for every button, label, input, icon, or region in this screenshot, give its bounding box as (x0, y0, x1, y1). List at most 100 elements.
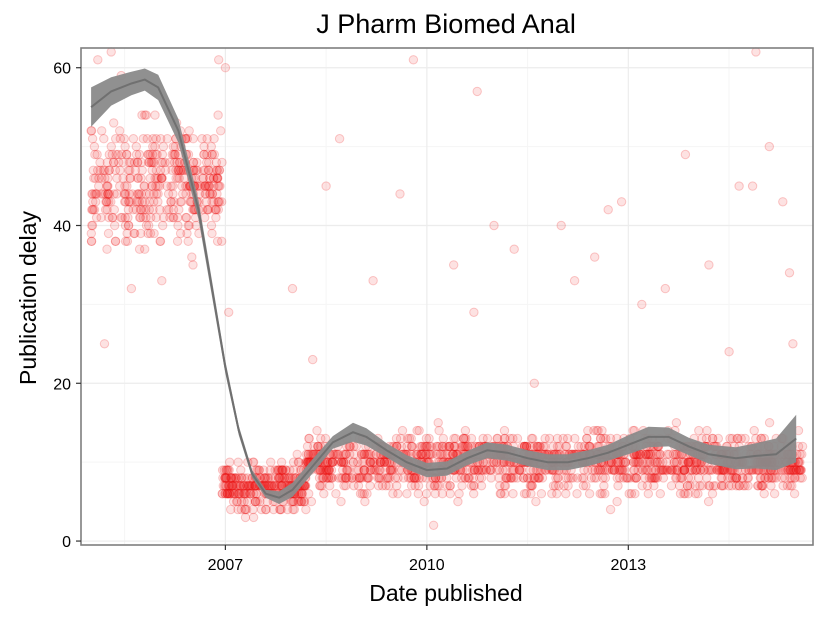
scatter-point (297, 496, 307, 507)
scatter-point (321, 473, 332, 483)
scatter-point (170, 149, 180, 160)
scatter-point (294, 496, 304, 507)
scatter-point (136, 157, 147, 168)
scatter-point (321, 181, 331, 191)
scatter-point (637, 481, 647, 491)
scatter-point (382, 473, 393, 483)
scatter-point (130, 165, 141, 176)
scatter-point (109, 205, 120, 215)
scatter-point (336, 496, 346, 507)
scatter-point (757, 481, 768, 491)
scatter-point (790, 473, 800, 483)
scatter-point (205, 173, 215, 183)
scatter-point (199, 141, 209, 152)
scatter-point (707, 489, 718, 499)
scatter-point (535, 441, 545, 452)
scatter-point (758, 481, 768, 491)
scatter-point (144, 220, 154, 231)
scatter-point (651, 449, 662, 459)
scatter-point (466, 481, 477, 491)
scatter-point (583, 425, 593, 436)
scatter-point (168, 141, 179, 152)
scatter-point (403, 473, 414, 483)
scatter-point (650, 465, 660, 475)
scatter-point (386, 465, 396, 475)
scatter-point (222, 489, 233, 499)
scatter-point (89, 173, 99, 183)
scatter-point (522, 473, 533, 483)
scatter-point (595, 433, 606, 444)
scatter-point (188, 134, 198, 144)
scatter-point (508, 465, 518, 475)
scatter-point (731, 473, 741, 483)
scatter-point (445, 489, 455, 499)
scatter-point (274, 473, 284, 483)
scatter-point (205, 189, 215, 199)
scatter-point (106, 47, 116, 57)
scatter-point (501, 465, 511, 475)
scatter-point (250, 496, 261, 507)
scatter-point (104, 212, 114, 223)
scatter-point (107, 212, 118, 223)
scatter-point (494, 473, 504, 483)
scatter-point (274, 473, 284, 483)
scatter-point (220, 481, 231, 491)
scatter-point (233, 504, 243, 515)
scatter-point (202, 181, 212, 191)
scatter-point (371, 465, 382, 475)
scatter-point (405, 473, 415, 483)
scatter-point (598, 473, 608, 483)
scatter-point (373, 473, 383, 483)
scatter-point (237, 473, 247, 483)
scatter-point (515, 465, 525, 475)
scatter-point (181, 189, 191, 199)
scatter-point (198, 165, 209, 176)
scatter-point (213, 197, 223, 207)
scatter-point (214, 181, 224, 191)
scatter-point (160, 157, 170, 168)
scatter-point (149, 197, 159, 207)
scatter-point (434, 425, 444, 436)
scatter-point (181, 212, 191, 223)
scatter-point (362, 473, 372, 483)
scatter-point (680, 457, 690, 467)
scatter-point (445, 481, 455, 491)
scatter-point (597, 425, 607, 436)
scatter-point (424, 433, 434, 444)
scatter-point (658, 465, 668, 475)
scatter-point (110, 165, 121, 176)
scatter-point (88, 205, 98, 215)
scatter-point (590, 465, 600, 475)
scatter-point (655, 457, 665, 467)
scatter-point (502, 473, 512, 483)
scatter-point (365, 465, 376, 475)
scatter-point (756, 481, 766, 491)
scatter-point (347, 473, 357, 483)
scatter-point (622, 473, 632, 483)
scatter-point (500, 489, 510, 499)
scatter-point (108, 157, 119, 168)
scatter-point (223, 481, 234, 491)
scatter-point (261, 473, 271, 483)
scatter-point (275, 473, 285, 483)
scatter-point (373, 481, 384, 491)
scatter-point (304, 489, 314, 499)
scatter-point (569, 276, 580, 286)
scatter-point (526, 489, 536, 499)
scatter-point (202, 205, 213, 215)
scatter-point (605, 504, 616, 515)
scatter-point (125, 173, 135, 183)
scatter-point (357, 457, 367, 467)
scatter-point (699, 465, 709, 475)
scatter-point (683, 457, 694, 467)
scatter-point (534, 473, 544, 483)
scatter-point (288, 504, 298, 515)
scatter-point (124, 189, 134, 199)
scatter-point (87, 220, 98, 231)
scatter-point (269, 481, 279, 491)
scatter-point (226, 473, 236, 483)
scatter-point (767, 473, 777, 483)
scatter-point (646, 473, 656, 483)
scatter-point (658, 465, 669, 475)
scatter-point (642, 465, 652, 475)
